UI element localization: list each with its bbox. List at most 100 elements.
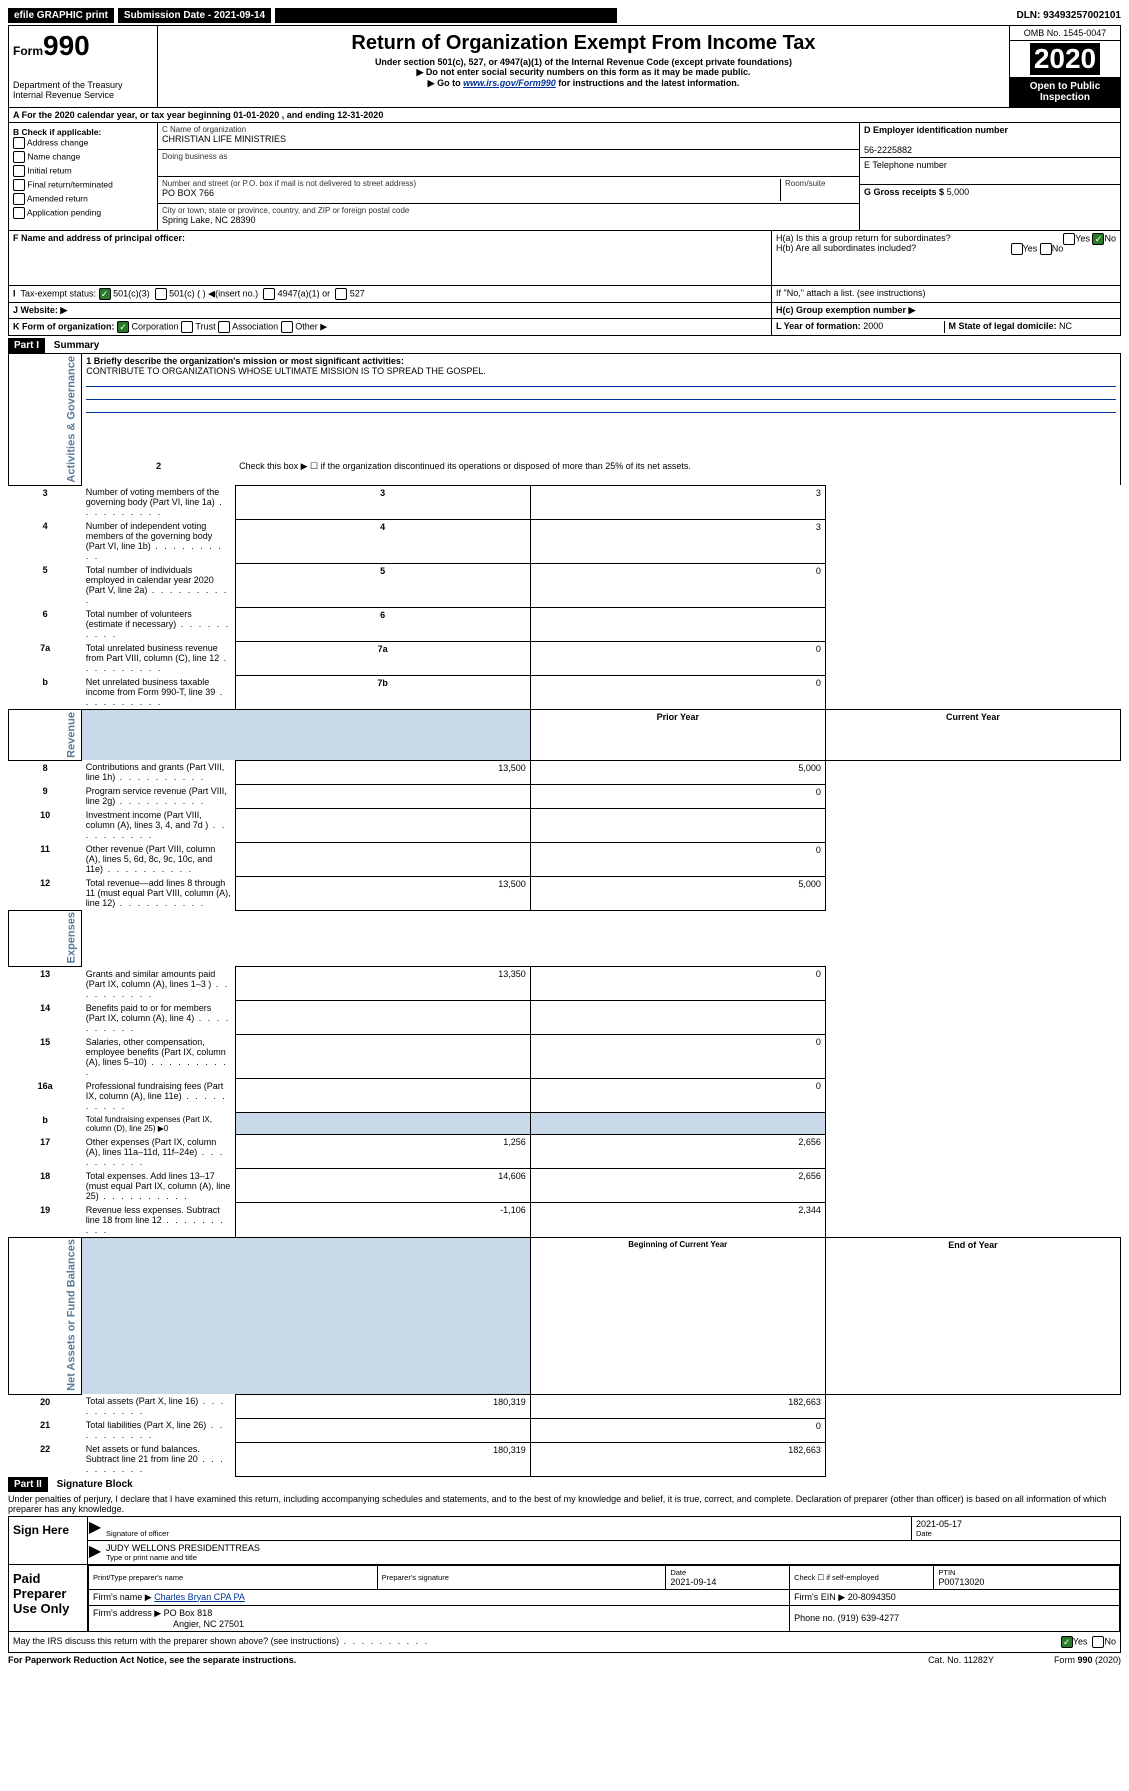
firm-name[interactable]: Charles Bryan CPA PA [154, 1592, 245, 1602]
netasset-row: 21 Total liabilities (Part X, line 26) 0 [9, 1418, 1121, 1442]
header-right: OMB No. 1545-0047 2020 Open to Public In… [1009, 26, 1120, 107]
ein-label: D Employer identification number [864, 125, 1008, 135]
hc-label: H(c) Group exemption number ▶ [776, 305, 915, 315]
org-name: CHRISTIAN LIFE MINISTRIES [162, 134, 855, 144]
hb-no[interactable]: No [1052, 243, 1064, 253]
sign-date: 2021-05-17 [916, 1519, 1116, 1529]
check-trust[interactable] [181, 321, 193, 333]
form-prefix: Form [13, 44, 43, 58]
check-application[interactable]: Application pending [13, 207, 153, 219]
right-block: D Employer identification number 56-2225… [859, 123, 1120, 230]
ein-cell: D Employer identification number 56-2225… [860, 123, 1120, 158]
footer-form: Form 990 (2020) [1054, 1655, 1121, 1665]
ha-label: H(a) Is this a group return for subordin… [776, 233, 951, 243]
irs-label: Internal Revenue Service [13, 90, 153, 100]
phone-value: (919) 639-4277 [838, 1613, 900, 1623]
gross-label: G Gross receipts $ [864, 187, 944, 197]
discuss-row: May the IRS discuss this return with the… [8, 1632, 1121, 1653]
website-row: J Website: ▶ H(c) Group exemption number… [8, 303, 1121, 319]
k-label: K Form of organization: [13, 321, 115, 331]
check-527[interactable] [335, 288, 347, 300]
phone-label: Phone no. [794, 1613, 835, 1623]
col-end: End of Year [825, 1237, 1120, 1394]
form-subtitle: Under section 501(c), 527, or 4947(a)(1)… [162, 57, 1005, 67]
part2-badge: Part II [8, 1477, 48, 1492]
dba-cell: Doing business as [158, 150, 859, 177]
tax-status-label: Tax-exempt status: [21, 288, 97, 298]
part1-title: Summary [54, 340, 100, 351]
k-trust: Trust [195, 321, 215, 331]
header-left: Form990 Department of the Treasury Inter… [9, 26, 158, 107]
check-corp[interactable]: ✓ [117, 321, 129, 333]
revenue-row: 10 Investment income (Part VIII, column … [9, 808, 1121, 842]
sign-here-label: Sign Here [9, 1517, 88, 1564]
summary-row: 7a Total unrelated business revenue from… [9, 641, 1121, 675]
city-label: City or town, state or province, country… [162, 206, 855, 215]
check-initial[interactable]: Initial return [13, 165, 153, 177]
discuss-no-check[interactable] [1092, 1636, 1104, 1648]
check-name[interactable]: Name change [13, 151, 153, 163]
firm-ein-label: Firm's EIN ▶ [794, 1592, 845, 1602]
efile-badge[interactable]: efile GRAPHIC print [8, 8, 114, 23]
revenue-row: 9 Program service revenue (Part VIII, li… [9, 784, 1121, 808]
m-state: NC [1059, 321, 1072, 331]
check-4947[interactable] [263, 288, 275, 300]
side-expenses: Expenses [9, 910, 82, 966]
line1-label: 1 Briefly describe the organization's mi… [86, 356, 404, 366]
prep-date: 2021-09-14 [670, 1577, 785, 1587]
gross-value: 5,000 [947, 187, 970, 197]
check-amended[interactable]: Amended return [13, 193, 153, 205]
check-other[interactable] [281, 321, 293, 333]
check-assoc[interactable] [218, 321, 230, 333]
check-501c3[interactable]: ✓ [99, 288, 111, 300]
part2-title: Signature Block [57, 1479, 133, 1490]
check-501c[interactable] [155, 288, 167, 300]
hb-note-cell: If "No," attach a list. (see instruction… [771, 286, 1120, 302]
discuss-no: No [1104, 1636, 1116, 1646]
hb-note: If "No," attach a list. (see instruction… [776, 288, 925, 298]
check-address[interactable]: Address change [13, 137, 153, 149]
k-corp: Corporation [132, 321, 179, 331]
summary-row: b Net unrelated business taxable income … [9, 675, 1121, 710]
hb-yes[interactable]: Yes [1023, 243, 1038, 253]
preparer-label: Paid Preparer Use Only [9, 1565, 88, 1631]
form-number: Form990 [13, 30, 153, 62]
line2-text: Check this box ▶ ☐ if the organization d… [235, 459, 1120, 485]
ha-line: H(a) Is this a group return for subordin… [776, 233, 1116, 243]
expense-row: 13 Grants and similar amounts paid (Part… [9, 967, 1121, 1001]
ha-yes[interactable]: Yes [1075, 233, 1090, 243]
address-cell: Number and street (or P.O. box if mail i… [158, 177, 859, 204]
addr-label: Number and street (or P.O. box if mail i… [162, 179, 780, 188]
ptin-label: PTIN [938, 1568, 1115, 1577]
form-note2: ▶ Go to www.irs.gov/Form990 for instruct… [162, 78, 1005, 89]
hb-label: H(b) Are all subordinates included? [776, 243, 916, 253]
sign-date-label: Date [916, 1529, 1116, 1538]
expense-row: 17 Other expenses (Part IX, column (A), … [9, 1135, 1121, 1169]
col-prior: Prior Year [530, 710, 825, 761]
footer: For Paperwork Reduction Act Notice, see … [8, 1653, 1121, 1665]
entity-block: B Check if applicable: Address change Na… [8, 123, 1121, 231]
check-final[interactable]: Final return/terminated [13, 179, 153, 191]
omb-number: OMB No. 1545-0047 [1010, 26, 1120, 41]
addr-value: PO BOX 766 [162, 188, 780, 198]
tel-label: E Telephone number [864, 160, 947, 170]
sign-block: Sign Here ▶ Signature of officer 2021-05… [8, 1516, 1121, 1565]
gross-cell: G Gross receipts $ 5,000 [860, 185, 1120, 211]
ha-no[interactable]: No [1104, 233, 1116, 243]
name-column: C Name of organization CHRISTIAN LIFE MI… [158, 123, 859, 230]
discuss-yes-check[interactable]: ✓ [1061, 1636, 1073, 1648]
telephone-cell: E Telephone number [860, 158, 1120, 185]
check-header: B Check if applicable: [13, 127, 101, 137]
note2-prefix: ▶ Go to [428, 78, 463, 88]
part1-header-row: Part I Summary [8, 338, 1121, 353]
open-public: Open to Public Inspection [1010, 77, 1120, 107]
top-bar: efile GRAPHIC print Submission Date - 20… [8, 8, 1121, 23]
netasset-row: 20 Total assets (Part X, line 16) 180,31… [9, 1394, 1121, 1418]
header-mid: Return of Organization Exempt From Incom… [158, 26, 1009, 107]
status-527: 527 [350, 288, 365, 298]
irs-link[interactable]: www.irs.gov/Form990 [463, 78, 556, 88]
prep-date-label: Date [670, 1568, 785, 1577]
firm-ein: 20-8094350 [848, 1592, 896, 1602]
k-assoc: Association [232, 321, 278, 331]
expense-row: 14 Benefits paid to or for members (Part… [9, 1001, 1121, 1035]
